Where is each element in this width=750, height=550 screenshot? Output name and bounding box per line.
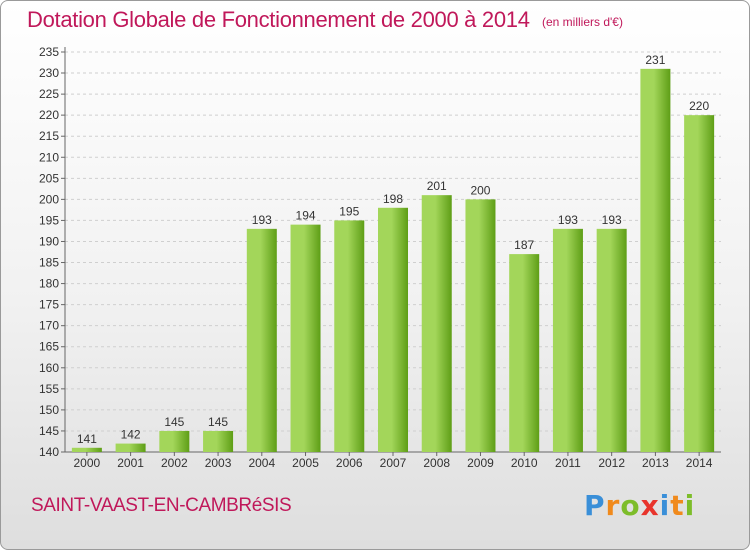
data-label: 201 — [427, 179, 447, 193]
logo-letter: P — [584, 489, 606, 522]
x-tick-label: 2013 — [642, 456, 669, 470]
logo-letter: i — [684, 489, 696, 522]
x-tick-label: 2008 — [423, 456, 450, 470]
x-tick-label: 2006 — [336, 456, 363, 470]
y-tick-label: 165 — [39, 340, 59, 354]
y-tick-label: 155 — [39, 382, 59, 396]
y-tick-label: 180 — [39, 277, 59, 291]
x-tick-label: 2014 — [686, 456, 713, 470]
bar — [203, 430, 234, 452]
bar — [552, 228, 583, 452]
y-tick-label: 200 — [39, 192, 59, 206]
data-label: 195 — [339, 204, 359, 218]
bar — [684, 115, 715, 452]
y-tick-label: 185 — [39, 256, 59, 270]
logo-letter: r — [605, 489, 621, 522]
data-label: 193 — [252, 213, 272, 227]
bar — [71, 447, 102, 452]
x-tick-label: 2010 — [511, 456, 538, 470]
data-label: 142 — [121, 428, 141, 442]
x-tick-label: 2007 — [380, 456, 407, 470]
y-tick-label: 230 — [39, 66, 59, 80]
y-tick-label: 225 — [39, 87, 59, 101]
bar — [159, 430, 190, 452]
data-label: 231 — [645, 53, 665, 67]
logo-letter: o — [620, 489, 641, 522]
bar — [421, 195, 452, 452]
x-tick-label: 2002 — [161, 456, 188, 470]
y-tick-label: 160 — [39, 361, 59, 375]
bar — [115, 443, 146, 452]
bar — [640, 68, 671, 452]
y-tick-label: 150 — [39, 403, 59, 417]
proxiti-logo: Proxiti — [584, 489, 695, 522]
chart-title: Dotation Globale de Fonctionnement de 20… — [27, 7, 530, 32]
logo-letter: t — [670, 489, 685, 522]
bar — [334, 220, 365, 452]
data-label: 193 — [602, 213, 622, 227]
x-tick-label: 2009 — [467, 456, 494, 470]
data-label: 187 — [514, 238, 534, 252]
data-label: 141 — [77, 432, 97, 446]
x-tick-label: 2000 — [74, 456, 101, 470]
data-label: 145 — [208, 415, 228, 429]
value-labels: 141 142 145 145 193 194 195 198 201 200 187 193 193 2… — [77, 53, 710, 446]
x-tick-label: 2001 — [117, 456, 144, 470]
bar — [246, 228, 277, 452]
chart-subtitle: (en milliers d'€) — [542, 15, 623, 29]
data-label: 145 — [164, 415, 184, 429]
y-tick-label: 205 — [39, 171, 59, 185]
y-tick-label: 140 — [39, 445, 59, 459]
bar — [465, 199, 496, 452]
y-tick-label: 145 — [39, 424, 59, 438]
data-label: 198 — [383, 192, 403, 206]
bar — [378, 207, 408, 452]
bar — [596, 228, 627, 452]
x-tick-label: 2004 — [248, 456, 275, 470]
y-tick-label: 170 — [39, 319, 59, 333]
y-tick-label: 175 — [39, 298, 59, 312]
y-tick-label: 190 — [39, 234, 59, 248]
y-tick-label: 210 — [39, 150, 59, 164]
y-tick-label: 220 — [39, 108, 59, 122]
logo-letter: x — [640, 489, 660, 522]
x-tick-label: 2011 — [555, 456, 581, 470]
x-tick-label: 2005 — [292, 456, 319, 470]
x-tick-label: 2003 — [205, 456, 232, 470]
data-label: 193 — [558, 213, 578, 227]
bar — [509, 254, 540, 452]
logo-letter: i — [659, 489, 671, 522]
y-tick-label: 235 — [39, 45, 59, 59]
bars — [71, 68, 715, 452]
data-label: 194 — [296, 209, 316, 223]
commune-name: SAINT-VAAST-EN-CAMBRéSIS — [31, 495, 292, 516]
x-tick-label: 2012 — [598, 456, 625, 470]
data-label: 220 — [689, 99, 709, 113]
data-label: 200 — [470, 183, 490, 197]
y-tick-label: 215 — [39, 129, 59, 143]
bar — [290, 224, 321, 452]
y-tick-label: 195 — [39, 213, 59, 227]
